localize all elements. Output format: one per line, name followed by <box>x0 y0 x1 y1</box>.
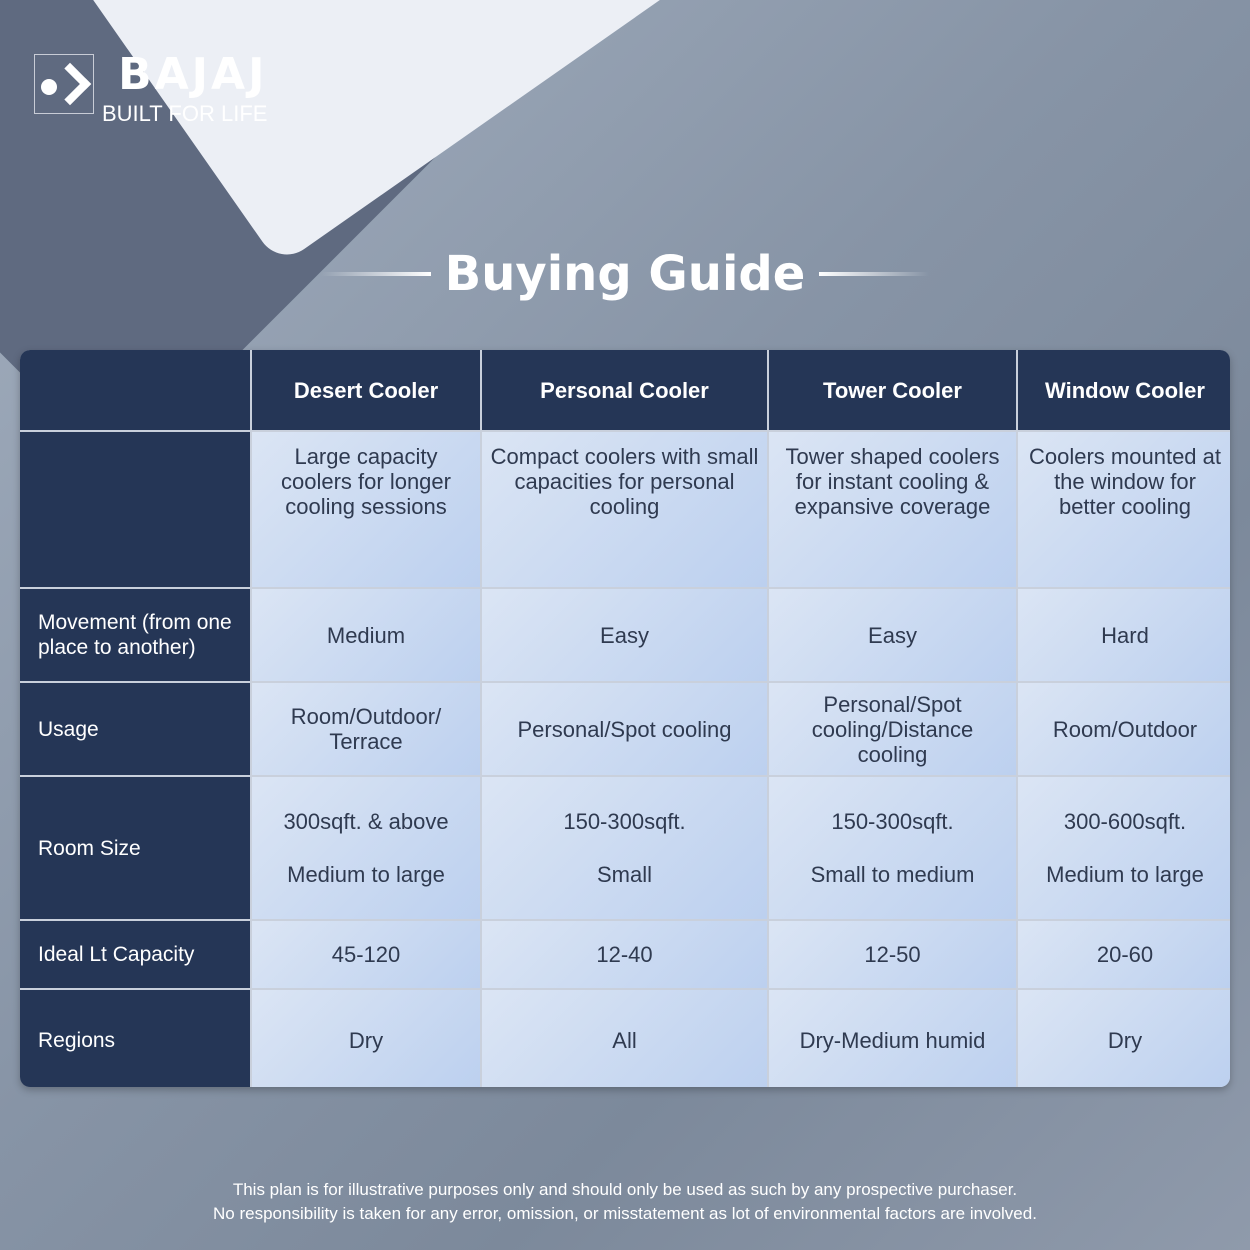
title-divider-right <box>819 272 930 276</box>
title-divider-left <box>320 272 431 276</box>
table-cell-line: Medium to large <box>287 862 445 887</box>
row-header <box>20 432 250 587</box>
disclaimer: This plan is for illustrative purposes o… <box>0 1178 1250 1226</box>
table-cell: Coolers mounted at the window for better… <box>1018 432 1230 587</box>
table-cell: Easy <box>769 589 1016 681</box>
bajaj-emblem-icon <box>34 54 94 114</box>
table-cell-line: 300sqft. & above <box>283 809 449 834</box>
row-header: Movement (from one place to another) <box>20 589 250 681</box>
table-cell-line: 300-600sqft. <box>1063 809 1187 834</box>
table-cell-line: 150-300sqft. <box>831 809 954 834</box>
table-cell: Easy <box>482 589 767 681</box>
table-cell: Room/Outdoor/ Terrace <box>252 683 480 775</box>
row-header: Ideal Lt Capacity <box>20 921 250 988</box>
table-cell: Dry <box>252 990 480 1087</box>
table-cell-line: 150-300sqft. <box>563 809 686 834</box>
title-block: Buying Guide <box>0 246 1250 302</box>
table-cell: 150-300sqft. Small to medium <box>769 777 1016 919</box>
table-cell-line: Small to medium <box>810 862 975 887</box>
table-cell: Tower shaped coolers for instant cooling… <box>769 432 1016 587</box>
table-cell: 150-300sqft. Small <box>482 777 767 919</box>
column-header: Tower Cooler <box>769 350 1016 430</box>
table-cell: Dry <box>1018 990 1230 1087</box>
comparison-table: Desert Cooler Personal Cooler Tower Cooler… <box>20 350 1230 1087</box>
table-cell-line: Medium to large <box>1046 862 1204 887</box>
table-cell: Personal/Spot cooling/Distance cooling <box>769 683 1016 775</box>
table-cell: All <box>482 990 767 1087</box>
table-cell: 12-50 <box>769 921 1016 988</box>
column-header: Desert Cooler <box>252 350 480 430</box>
disclaimer-line-2: No responsibility is taken for any error… <box>213 1204 1037 1223</box>
page-title: Buying Guide <box>444 246 806 302</box>
brand-name: BAJAJ <box>118 49 268 100</box>
table-cell: Large capacity coolers for longer coolin… <box>252 432 480 587</box>
table-cell: 45-120 <box>252 921 480 988</box>
table-cell: Compact coolers with small capacities fo… <box>482 432 767 587</box>
table-cell: Personal/Spot cooling <box>482 683 767 775</box>
brand-logo: BAJAJ BUILT FOR LIFE <box>34 50 267 126</box>
table-cell: Medium <box>252 589 480 681</box>
table-cell: 12-40 <box>482 921 767 988</box>
table-cell: 20-60 <box>1018 921 1230 988</box>
table-cell: 300sqft. & above Medium to large <box>252 777 480 919</box>
row-header: Room Size <box>20 777 250 919</box>
table-cell: Room/Outdoor <box>1018 683 1230 775</box>
table-cell-line: Small <box>596 862 652 887</box>
column-header: Personal Cooler <box>482 350 767 430</box>
row-header: Regions <box>20 990 250 1087</box>
row-header: Usage <box>20 683 250 775</box>
table-cell: Dry-Medium humid <box>769 990 1016 1087</box>
column-header: Window Cooler <box>1018 350 1230 430</box>
brand-tagline: BUILT FOR LIFE <box>102 101 268 126</box>
disclaimer-line-1: This plan is for illustrative purposes o… <box>232 1180 1018 1199</box>
column-header <box>20 350 250 430</box>
table-cell: 300-600sqft. Medium to large <box>1018 777 1230 919</box>
table-cell: Hard <box>1018 589 1230 681</box>
